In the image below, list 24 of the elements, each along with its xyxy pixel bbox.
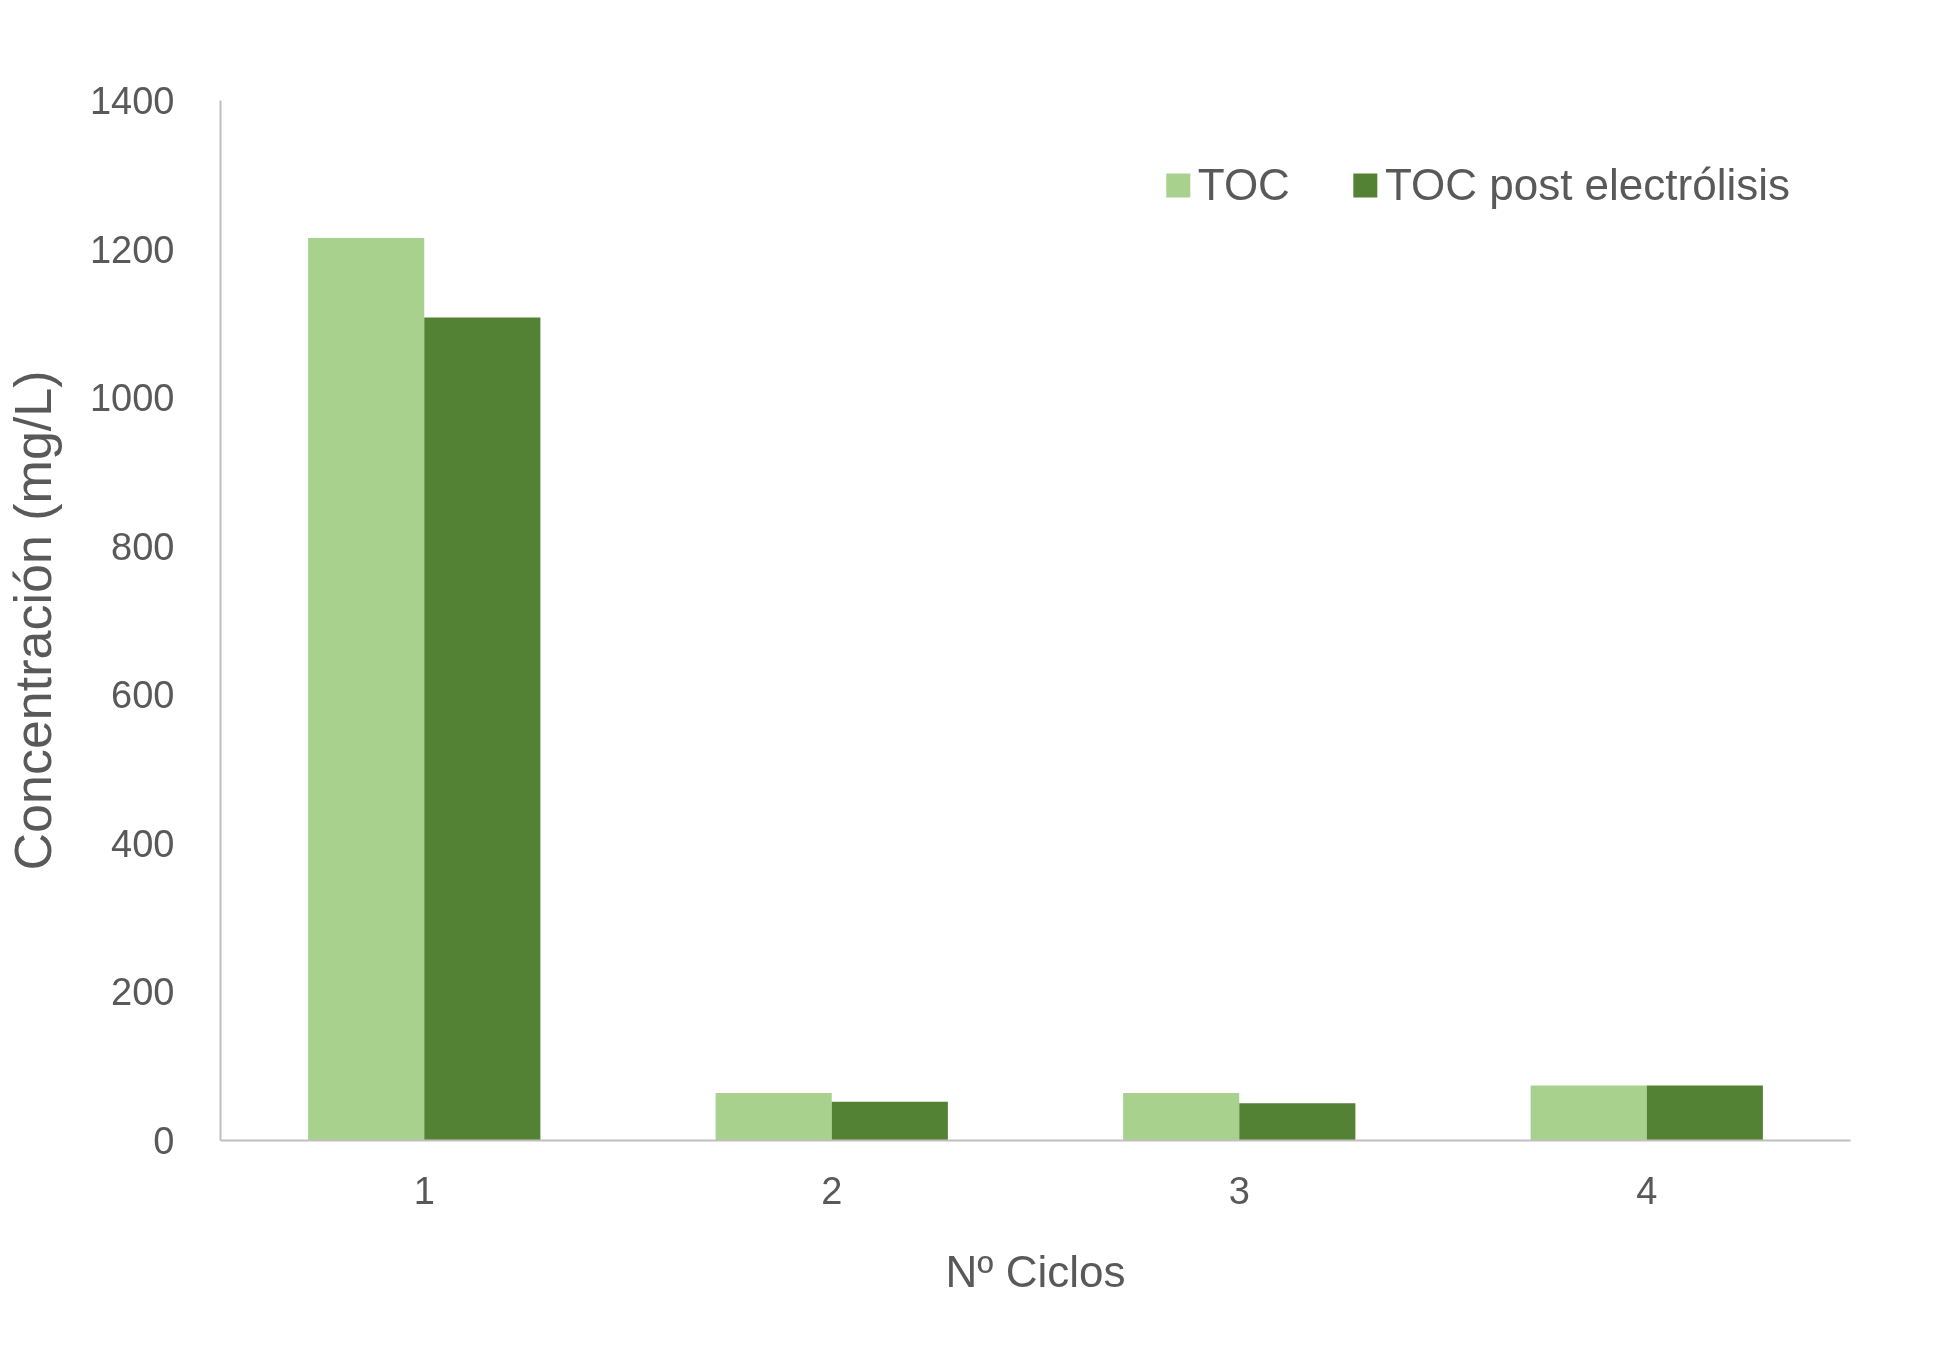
y-tick-label: 0: [153, 1120, 175, 1162]
x-axis-title: Nº Ciclos: [945, 1246, 1126, 1296]
bar: [1123, 1092, 1240, 1141]
legend-label: TOC post electrólisis: [1384, 160, 1790, 210]
bar: [1530, 1085, 1647, 1141]
bar: [1646, 1085, 1763, 1141]
x-tick-label: 2: [821, 1169, 843, 1212]
bar: [308, 237, 425, 1141]
bar: [831, 1101, 948, 1141]
x-tick-label: 3: [1228, 1169, 1250, 1212]
y-tick-label: 800: [111, 525, 175, 568]
y-tick-label: 600: [111, 674, 175, 717]
bar: [424, 317, 541, 1141]
y-axis-title: Concentración (mg/L): [3, 370, 62, 871]
y-tick-label: 1000: [89, 377, 175, 420]
y-tick-label: 1400: [89, 80, 175, 122]
legend-label: TOC: [1197, 160, 1290, 210]
y-tick-label: 200: [111, 971, 175, 1014]
x-tick-label: 4: [1636, 1169, 1658, 1212]
x-tick-label: 1: [413, 1169, 435, 1212]
y-tick-label: 1200: [89, 228, 175, 271]
y-tick-label: 400: [111, 822, 175, 865]
bar: [715, 1092, 832, 1141]
bar: [1239, 1103, 1356, 1141]
